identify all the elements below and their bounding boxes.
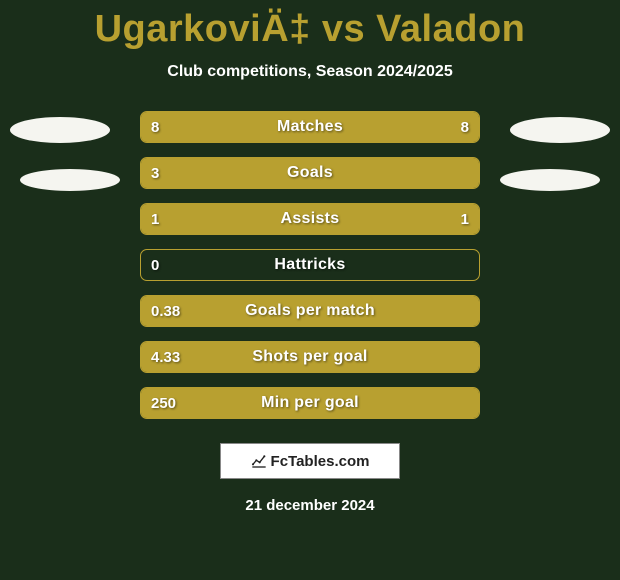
- stat-bar: 11Assists: [140, 203, 480, 235]
- stat-label: Hattricks: [141, 250, 479, 280]
- stat-label: Min per goal: [141, 388, 479, 418]
- stat-bar: 3Goals: [140, 157, 480, 189]
- footer-date: 21 december 2024: [0, 497, 620, 514]
- stat-bar: 88Matches: [140, 111, 480, 143]
- stat-bar: 0Hattricks: [140, 249, 480, 281]
- stat-bar: 0.38Goals per match: [140, 295, 480, 327]
- stat-label: Goals per match: [141, 296, 479, 326]
- stat-bar: 4.33Shots per goal: [140, 341, 480, 373]
- season-subtitle: Club competitions, Season 2024/2025: [0, 63, 620, 81]
- comparison-content: 88Matches 3Goals 11Assists 0Hattricks 0.38Go…: [0, 111, 620, 514]
- chart-icon: [251, 453, 267, 469]
- player-left-body: [20, 169, 120, 191]
- player-right-head: [510, 117, 610, 143]
- stat-label: Goals: [141, 158, 479, 188]
- comparison-title: UgarkoviÄ‡ vs Valadon: [0, 0, 620, 51]
- stat-label: Matches: [141, 112, 479, 142]
- stat-label: Shots per goal: [141, 342, 479, 372]
- player-right-body: [500, 169, 600, 191]
- logo-text: FcTables.com: [271, 453, 370, 470]
- stat-label: Assists: [141, 204, 479, 234]
- stat-bars: 88Matches 3Goals 11Assists 0Hattricks 0.38Go…: [140, 111, 480, 419]
- source-logo: FcTables.com: [220, 443, 400, 479]
- stat-bar: 250Min per goal: [140, 387, 480, 419]
- player-left-head: [10, 117, 110, 143]
